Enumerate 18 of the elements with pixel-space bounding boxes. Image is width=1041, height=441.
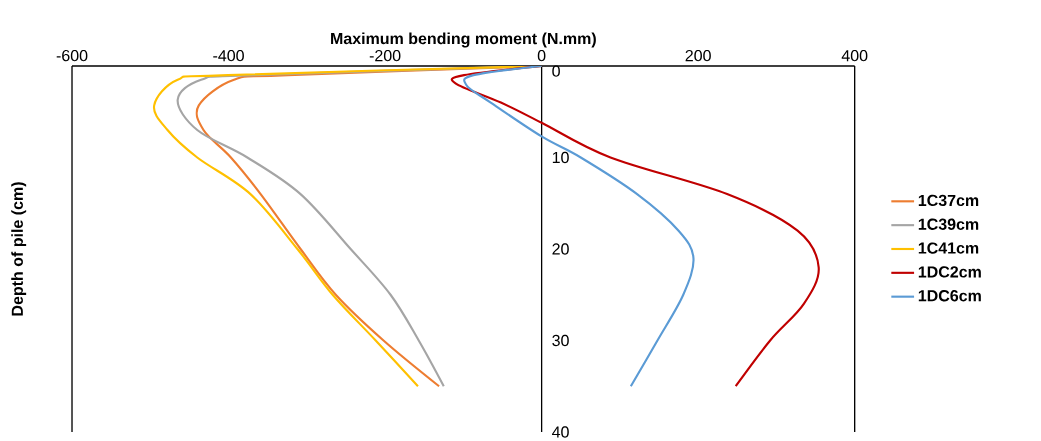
legend-label: 1C37cm: [918, 194, 979, 207]
x-tick-label: -400: [213, 49, 244, 62]
x-axis-title: Maximum bending moment (N.mm): [331, 32, 596, 48]
y-axis-title: Depth of pile (cm): [11, 182, 27, 316]
y-tick-label: 20: [552, 243, 569, 255]
y-tick-label: 0: [552, 65, 560, 77]
x-tick-label: -600: [56, 49, 88, 62]
legend-label: 1C41cm: [918, 242, 979, 254]
legend-label: 1DC2cm: [918, 266, 981, 278]
x-tick-label: 0: [537, 49, 546, 62]
y-tick-label: 40: [552, 426, 569, 438]
x-tick-label: -200: [369, 49, 401, 62]
y-tick-label: 10: [552, 151, 569, 164]
legend-label: 1DC6cm: [918, 290, 981, 302]
x-tick-label: 200: [685, 49, 711, 62]
legend-label: 1C39cm: [918, 218, 979, 230]
x-tick-label: 400: [841, 49, 868, 62]
y-tick-label: 30: [552, 334, 569, 347]
